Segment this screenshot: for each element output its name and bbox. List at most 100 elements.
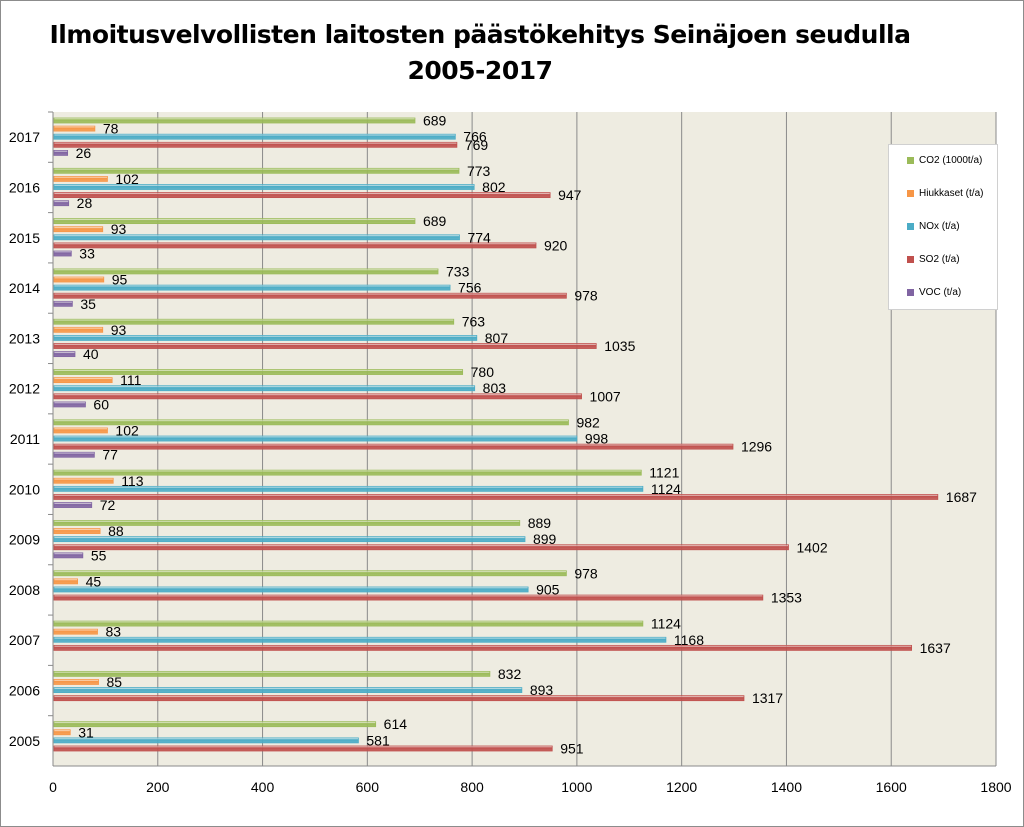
data-label: 1035: [604, 338, 635, 354]
data-label: 1124: [651, 616, 681, 632]
data-label: 35: [80, 296, 96, 312]
data-label: 113: [121, 473, 144, 489]
bar: [53, 300, 73, 307]
bar: [53, 242, 537, 249]
data-label: 1124: [651, 481, 681, 497]
data-label: 88: [108, 523, 124, 539]
y-tick-label: 2016: [9, 179, 40, 195]
data-label: 1007: [590, 388, 621, 404]
data-label: 85: [107, 674, 123, 690]
bar: [53, 745, 553, 752]
data-label: 689: [423, 213, 447, 229]
legend-item: NOx (t/a): [907, 221, 960, 232]
data-label: 947: [558, 187, 582, 203]
data-label: 763: [462, 314, 486, 330]
bar: [53, 443, 734, 450]
x-tick-label: 600: [356, 779, 380, 795]
data-label: 905: [536, 581, 560, 597]
data-label: 93: [111, 221, 127, 237]
x-tick-label: 200: [146, 779, 170, 795]
y-tick-label: 2005: [9, 733, 40, 749]
data-label: 95: [112, 272, 128, 288]
bar: [53, 176, 108, 182]
category-axis: 2005 2006 2007 2008 2009 2010 2011 2012 2013 2014…: [9, 111, 53, 749]
bar: [53, 234, 460, 241]
legend-swatch: [907, 157, 914, 164]
data-label: 28: [77, 195, 93, 211]
bar: [53, 502, 93, 508]
bar: [53, 385, 476, 392]
bar: [53, 125, 96, 132]
bar: [53, 578, 78, 585]
bar: [53, 218, 416, 225]
legend-swatch: [907, 256, 914, 263]
x-tick-label: 1600: [876, 779, 907, 795]
data-labels: 614 31 581 951 832 85 893 1317 1124 83 1168 1637 978…: [76, 113, 978, 757]
bar: [53, 687, 523, 693]
data-label: 998: [585, 431, 609, 447]
bar: [53, 377, 113, 384]
data-label: 83: [105, 624, 121, 640]
bar: [53, 729, 71, 736]
bar: [53, 435, 578, 442]
y-tick-label: 2011: [10, 431, 40, 447]
data-label: 55: [91, 547, 107, 563]
data-label: 614: [384, 716, 408, 732]
data-label: 581: [366, 732, 390, 748]
y-tick-label: 2007: [9, 632, 40, 648]
bar: [53, 250, 72, 257]
bar: [53, 284, 451, 291]
data-label: 774: [467, 229, 491, 245]
bar: [53, 167, 460, 174]
data-label: 951: [560, 740, 584, 756]
y-tick-label: 2015: [9, 230, 40, 246]
legend-label: SO2 (t/a): [919, 254, 960, 265]
legend-item: SO2 (t/a): [907, 254, 960, 265]
data-label: 1687: [946, 489, 977, 505]
y-tick-label: 2006: [9, 683, 40, 699]
data-label: 689: [423, 113, 447, 129]
bar: [53, 570, 567, 577]
data-label: 93: [111, 322, 127, 338]
bar: [53, 149, 69, 156]
bar: [53, 268, 439, 275]
data-label: 802: [482, 179, 506, 195]
data-label: 889: [528, 515, 552, 531]
x-tick-label: 400: [251, 779, 275, 795]
data-label: 102: [115, 422, 139, 438]
y-tick-label: 2009: [9, 532, 40, 548]
bar: [53, 721, 377, 728]
data-label: 72: [100, 497, 116, 513]
data-label: 1317: [752, 690, 783, 706]
data-label: 978: [574, 288, 598, 304]
data-label: 920: [544, 237, 568, 253]
data-label: 26: [76, 145, 92, 161]
bar: [53, 644, 913, 651]
data-label: 1637: [920, 640, 951, 656]
bar: [53, 192, 551, 199]
bar: [53, 628, 98, 635]
x-tick-label: 1200: [666, 779, 697, 795]
bar: [53, 737, 359, 744]
bar: [53, 419, 569, 426]
bar: [53, 477, 114, 484]
data-label: 982: [576, 414, 600, 430]
legend-label: CO2 (1000t/a): [919, 155, 983, 166]
chart-subtitle: 2005-2017: [407, 56, 553, 85]
data-label: 33: [79, 246, 95, 262]
bar: [53, 117, 416, 124]
bar: [53, 335, 478, 341]
data-label: 832: [498, 666, 522, 682]
bar: [53, 292, 567, 299]
bar: [53, 586, 529, 593]
bar: [53, 528, 101, 534]
data-label: 780: [471, 364, 495, 380]
data-label: 1121: [649, 465, 679, 481]
bar: [53, 318, 455, 325]
y-tick-label: 2008: [9, 582, 40, 598]
bar: [53, 326, 104, 333]
data-label: 31: [78, 724, 94, 740]
data-label: 1168: [674, 632, 704, 648]
legend-item: CO2 (1000t/a): [907, 155, 982, 166]
bar: [53, 226, 104, 233]
